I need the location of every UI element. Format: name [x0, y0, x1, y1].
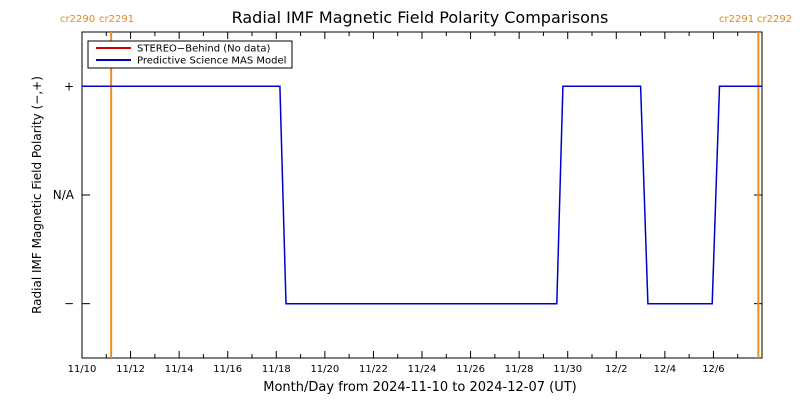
chart-title: Radial IMF Magnetic Field Polarity Compa…: [232, 8, 609, 27]
x-tick-label: 11/28: [505, 364, 534, 375]
cr-label-top-left-1: cr2290: [60, 14, 95, 25]
x-tick-label: 11/22: [359, 364, 388, 375]
x-tick-label: 12/2: [605, 364, 627, 375]
x-tick-label: 12/4: [654, 364, 676, 375]
y-tick-label: +: [64, 79, 74, 93]
plot-frame: [81, 31, 763, 359]
plot-area: 11/10 11/12 11/14 11/16 11/18 11/20 11/22 11/24…: [53, 31, 763, 375]
x-tick-label: 11/12: [116, 364, 145, 375]
carrington-labels: cr2290 cr2291 cr2291 cr2292: [60, 14, 792, 25]
x-tick-label: 11/14: [165, 364, 194, 375]
x-tick-label: 11/30: [553, 364, 582, 375]
x-tick-label: 11/26: [456, 364, 485, 375]
x-axis-title: Month/Day from 2024-11-10 to 2024-12-07 …: [263, 380, 576, 395]
cr-label-top-right-1: cr2291: [719, 14, 754, 25]
x-tick-label: 12/6: [702, 364, 724, 375]
x-tick-label: 11/16: [213, 364, 242, 375]
x-tick-label: 11/10: [68, 364, 97, 375]
cr-label-top-right-2: cr2292: [757, 14, 792, 25]
legend-box: [87, 40, 293, 69]
x-tick-label: 11/20: [310, 364, 339, 375]
x-tick-label: 11/24: [408, 364, 437, 375]
y-axis-title: Radial IMF Magnetic Field Polarity (−,+): [30, 76, 44, 314]
series-line-mas-model: [82, 85, 762, 305]
cr-label-top-left-2: cr2291: [99, 14, 134, 25]
legend-label-stereo: STEREO−Behind (No data): [137, 44, 270, 55]
x-tick-label: 11/18: [262, 364, 291, 375]
y-tick-label: N/A: [53, 188, 75, 202]
y-tick-label: −: [64, 297, 74, 311]
legend-label-model: Predictive Science MAS Model: [137, 56, 286, 67]
legend: STEREO−Behind (No data) Predictive Scien…: [87, 40, 293, 69]
